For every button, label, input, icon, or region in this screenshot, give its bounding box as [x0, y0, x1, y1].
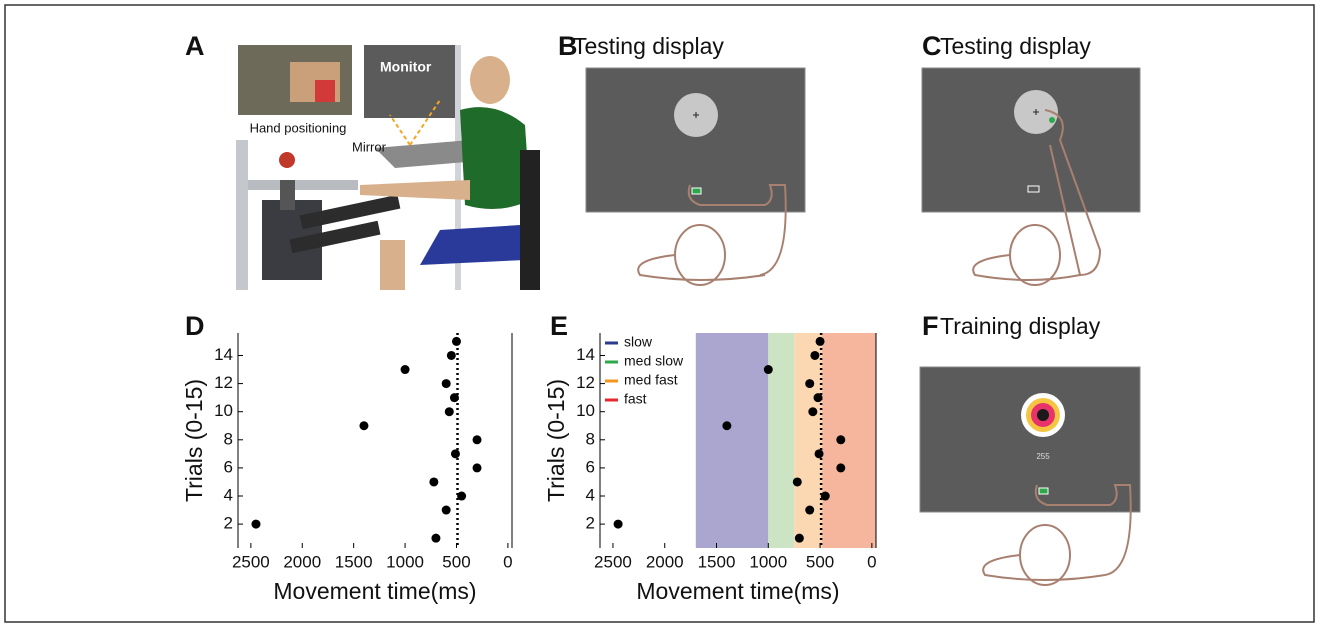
- display-illustration: [919, 366, 1141, 586]
- y-tick-label: 2: [224, 514, 233, 533]
- x-axis-label: Movement time(ms): [273, 578, 476, 604]
- data-point: [251, 519, 261, 529]
- data-point: [836, 463, 846, 473]
- score: 255: [1036, 452, 1050, 461]
- data-point: [400, 365, 410, 375]
- y-tick-label: 10: [214, 401, 233, 420]
- y-tick-label: 14: [214, 345, 233, 364]
- annotation: Mirror: [352, 139, 387, 154]
- data-point: [451, 336, 461, 346]
- y-axis-label: Trials (0-15): [543, 379, 569, 502]
- panel-label: B: [558, 31, 578, 61]
- data-point: [815, 336, 825, 346]
- data-point: [472, 463, 482, 473]
- data-point: [808, 407, 818, 417]
- y-axis-label: Trials (0-15): [181, 379, 207, 502]
- data-point: [613, 519, 623, 529]
- x-tick-label: 1000: [749, 552, 787, 571]
- apparatus-illustration: [236, 45, 540, 290]
- y-tick-label: 4: [224, 485, 233, 504]
- frame: [4, 4, 1315, 623]
- data-point: [805, 505, 815, 515]
- data-point: [449, 393, 459, 403]
- x-tick-label: 0: [503, 552, 512, 571]
- data-point: [820, 491, 830, 501]
- x-tick-label: 500: [806, 552, 834, 571]
- panel-label: D: [185, 311, 205, 341]
- legend-label: med slow: [624, 353, 684, 369]
- data-point: [441, 379, 451, 389]
- panel-title: Training display: [940, 313, 1101, 339]
- y-tick-label: 6: [224, 457, 233, 476]
- panel-title: Testing display: [573, 33, 724, 59]
- data-point: [457, 491, 467, 501]
- y-tick-label: 2: [586, 514, 595, 533]
- speed-band: [794, 333, 823, 548]
- y-tick-label: 8: [586, 429, 595, 448]
- display-illustration: [921, 67, 1141, 286]
- data-point: [359, 421, 369, 431]
- x-tick-label: 2500: [232, 552, 270, 571]
- x-tick-label: 1500: [335, 552, 373, 571]
- data-point: [450, 449, 460, 459]
- y-tick-label: 14: [576, 345, 595, 364]
- x-tick-label: 1500: [698, 552, 736, 571]
- speed-band: [768, 333, 795, 548]
- data-point: [813, 393, 823, 403]
- data-point: [836, 435, 846, 445]
- display-illustration: [585, 67, 806, 286]
- data-point: [814, 449, 824, 459]
- x-tick-label: 1000: [386, 552, 424, 571]
- legend-label: med fast: [624, 372, 678, 388]
- data-point: [794, 533, 804, 543]
- x-axis-label: Movement time(ms): [636, 578, 839, 604]
- legend-label: slow: [624, 334, 653, 350]
- data-point: [810, 350, 820, 360]
- annotation: Hand positioning: [250, 120, 347, 135]
- y-tick-label: 12: [214, 373, 233, 392]
- legend-label: fast: [624, 391, 647, 407]
- x-tick-label: 500: [442, 552, 470, 571]
- x-tick-label: 2000: [283, 552, 321, 571]
- data-point: [429, 477, 439, 487]
- speed-band: [695, 333, 769, 548]
- data-point: [722, 421, 732, 431]
- panel-label: C: [922, 31, 942, 61]
- y-tick-label: 8: [224, 429, 233, 448]
- data-point: [763, 365, 773, 375]
- x-tick-label: 0: [867, 552, 876, 571]
- data-point: [444, 407, 454, 417]
- data-point: [792, 477, 802, 487]
- panel-label: E: [550, 311, 568, 341]
- x-tick-label: 2000: [646, 552, 684, 571]
- data-point: [805, 379, 815, 389]
- y-tick-label: 10: [576, 401, 595, 420]
- y-tick-label: 4: [586, 485, 595, 504]
- data-point: [431, 533, 441, 543]
- data-point: [472, 435, 482, 445]
- panel-title: Testing display: [940, 33, 1091, 59]
- annotation: Monitor: [380, 59, 432, 75]
- x-tick-label: 2500: [594, 552, 632, 571]
- speed-band: [822, 333, 876, 548]
- panel-label: F: [922, 311, 939, 341]
- y-tick-label: 6: [586, 457, 595, 476]
- data-point: [441, 505, 451, 515]
- y-tick-label: 12: [576, 373, 595, 392]
- panel-label: A: [185, 31, 205, 61]
- data-point: [446, 350, 456, 360]
